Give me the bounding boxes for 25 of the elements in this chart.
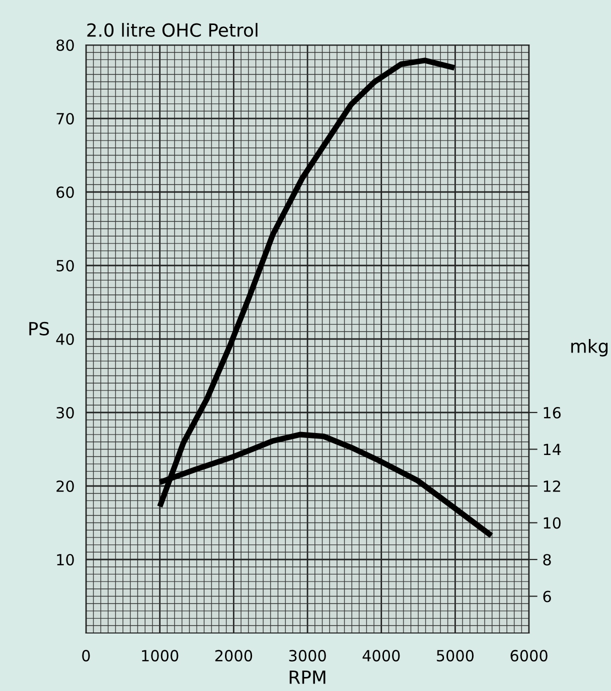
x-tick-label: 6000: [510, 650, 548, 662]
y2-axis-title: mkg: [571, 339, 608, 356]
y-tick-label: 80: [56, 39, 74, 52]
chart-title: 2.0 litre OHC Petrol: [87, 22, 258, 37]
x-axis-title: RPM: [290, 670, 326, 684]
x-tick-label: 3000: [289, 650, 326, 662]
y-tick-label: 60: [56, 186, 74, 198]
y-tick-label: 70: [56, 112, 74, 125]
x-tick-label: 1000: [142, 650, 178, 662]
y-tick-label: 20: [56, 480, 74, 492]
y2-tick-label: 10: [544, 517, 561, 529]
y-tick-label: 30: [56, 406, 74, 419]
x-tick-label: 2000: [215, 650, 252, 662]
x-tick-label: 4000: [362, 650, 400, 662]
y2-tick-label: 8: [543, 554, 551, 566]
y-tick-label: 10: [57, 554, 74, 566]
x-tick-label: 5000: [436, 650, 474, 662]
y-tick-label: 40: [56, 333, 74, 346]
y2-tick-label: 12: [544, 480, 560, 492]
y-axis-title: PS: [29, 322, 49, 336]
x-tick-label: 0: [82, 650, 90, 662]
y2-tick-label: 6: [543, 590, 551, 602]
y-tick-label: 50: [56, 260, 74, 272]
y2-tick-label: 16: [544, 406, 561, 419]
y2-tick-label: 14: [544, 444, 561, 456]
